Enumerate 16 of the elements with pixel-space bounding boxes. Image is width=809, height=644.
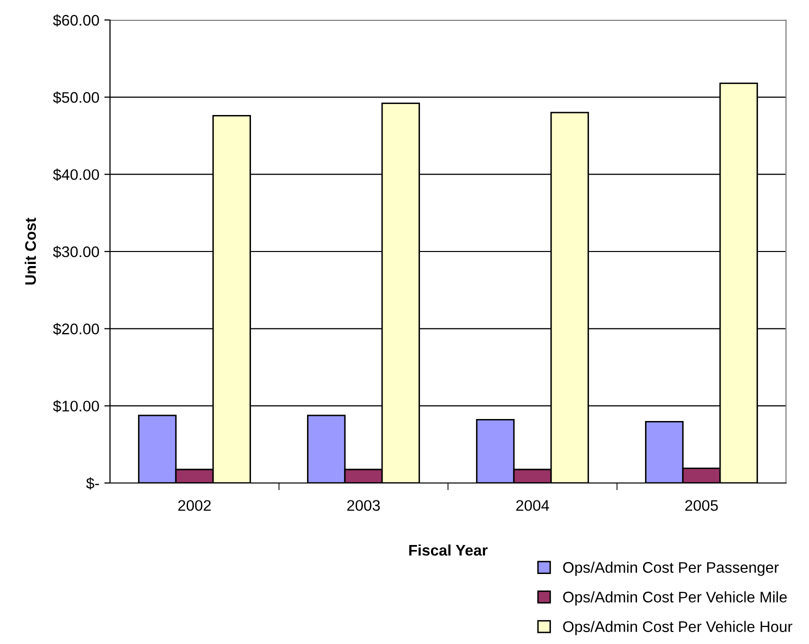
x-tick-label: 2004 [516, 500, 550, 511]
y-tick-label: $50.00 [53, 91, 99, 104]
y-tick-label: $10.00 [53, 400, 99, 412]
y-axis-title: Unit Cost [24, 218, 36, 285]
x-tick-label: 2003 [347, 500, 380, 511]
legend-label: Ops/Admin Cost Per Vehicle Hour [563, 620, 792, 636]
y-tick-label: $- [86, 477, 99, 490]
legend-label: Ops/Admin Cost Per Passenger [563, 562, 779, 576]
y-tick-label: $20.00 [53, 322, 99, 336]
legend-label: Ops/Admin Cost Per Vehicle Mile [563, 591, 787, 606]
y-tick-label: $30.00 [53, 246, 99, 258]
x-tick-label: 2002 [178, 500, 211, 511]
x-tick-label: 2005 [685, 500, 718, 511]
x-axis-title: Fiscal Year [409, 544, 488, 556]
y-tick-label: $40.00 [53, 168, 99, 181]
y-tick-label: $60.00 [53, 14, 99, 27]
